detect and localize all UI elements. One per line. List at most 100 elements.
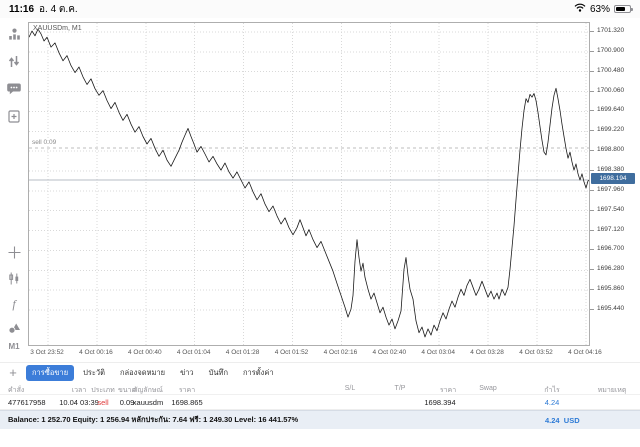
price-tick-label: 1699.220 [597,126,625,134]
time-tick-label: 4 Oct 03:52 [519,349,553,356]
cell-price: 1698.394 [424,398,456,407]
price-chart[interactable]: XAUUSDm, M1 sell 0.09 [28,22,590,346]
cell-type: sell [97,398,109,407]
price-tick-mark [590,150,594,152]
price-tick-label: 1696.700 [597,245,625,253]
table-row[interactable]: 477617958 10.04 03:39 sell 0.09 xauusdm 1698.… [0,395,640,410]
price-tick-mark [590,130,594,132]
col-header-type: ประเภท [91,387,115,394]
time-tick-label: 4 Oct 01:52 [274,349,309,356]
price-tick-mark [590,169,594,171]
price-tick-mark [590,110,594,112]
clock-date: อ. 4 ต.ค. [39,3,78,15]
time-tick-label: 3 Oct 23:52 [30,349,64,356]
timeframe-button[interactable]: M1 [8,342,20,351]
time-tick-label: 4 Oct 02:40 [372,349,407,356]
bottom-tab-bar: + การซื้อขาย ประวัติ กล่องจดหมาย ข่าว บันทึก… [0,362,640,382]
price-tick-label: 1697.120 [597,225,625,233]
time-tick-label: 4 Oct 00:16 [79,349,113,356]
price-tick-label: 1699.640 [597,106,625,114]
price-series-line [29,28,589,338]
col-header-open_price: ราคา [178,387,196,394]
price-tick-label: 1700.900 [597,46,625,54]
chart-type-icon[interactable] [0,268,28,288]
chart-symbol-label: XAUUSDm, M1 [33,25,82,32]
price-tick-label: 1700.060 [597,86,625,94]
tab-settings[interactable]: การตั้งค่า [243,367,274,377]
trade-icon[interactable] [0,51,28,71]
price-tick-mark [590,70,594,72]
tab-mailbox[interactable]: กล่องจดหมาย [120,367,166,377]
price-tick-label: 1695.860 [597,285,625,293]
col-header-tp: T/P [394,385,406,392]
col-header-order: คำสั่ง [8,387,25,394]
price-tick-mark [590,309,594,310]
time-tick-label: 4 Oct 04:16 [568,349,602,356]
current-price-tag: 1698.194 [591,173,635,185]
price-tick-mark [590,30,594,32]
cell-volume: 0.09 [119,398,135,407]
price-tick-label: 1696.280 [597,265,625,273]
account-summary-text: Balance: 1 252.70 Equity: 1 256.94 หลักป… [8,415,299,424]
clock-time: 11:16 [9,3,35,15]
time-tick-label: 4 Oct 03:04 [421,349,455,356]
cell-symbol: xauusdm [132,398,164,407]
cell-time: 10.04 03:39 [59,398,99,407]
battery-icon [614,5,633,13]
tab-news[interactable]: ข่าว [180,367,194,377]
cell-order: 477617958 [8,398,46,407]
total-profit-value: 4.24 [545,415,560,425]
time-tick-label: 4 Oct 00:40 [127,349,162,356]
indicators-icon[interactable]: f [12,296,16,311]
chart-sidebar: f M1 [0,18,28,362]
status-bar: 11:16 อ. 4 ต.ค. 63% [0,0,640,18]
col-header-time: เวลา [71,387,87,394]
price-tick-mark [590,189,594,191]
price-tick-label: 1695.440 [597,305,625,312]
account-summary-bar: Balance: 1 252.70 Equity: 1 256.94 หลักป… [0,410,640,429]
price-tick-label: 1697.540 [597,205,625,213]
objects-icon[interactable] [0,318,28,338]
chart-area: XAUUSDm, M1 sell 0.09 1698.194 1701.320 1… [28,18,640,362]
positions-table: คำสั่ง เวลา ประเภท ขนาด สัญลักษณ์ ราคา S/L T/P ร… [0,382,640,410]
new-order-icon[interactable] [0,106,28,126]
table-header-row: คำสั่ง เวลา ประเภท ขนาด สัญลักษณ์ ราคา S/L T/P ร… [0,382,640,395]
price-axis[interactable]: 1698.194 1701.320 1700.900 1700.480 1700.06… [590,22,640,346]
price-tick-mark [590,90,594,92]
tab-journal[interactable]: บันทึก [208,367,229,377]
add-tab-button[interactable]: + [9,364,17,380]
battery-percent: 63% [589,3,610,15]
time-axis[interactable]: 3 Oct 23:52 4 Oct 00:16 4 Oct 00:40 4 Oct 0… [28,348,602,360]
wifi-icon [574,3,586,15]
time-tick-label: 4 Oct 03:28 [470,349,504,356]
tab-history[interactable]: ประวัติ [83,367,106,377]
total-profit: 4.24 USD [545,416,580,425]
price-tick-mark [590,50,594,52]
tab-trade[interactable]: การซื้อขาย [26,364,75,381]
quotes-icon[interactable] [0,24,28,44]
time-tick-label: 4 Oct 01:04 [176,349,211,356]
price-tick-label: 1701.320 [597,26,625,34]
chat-icon[interactable] [0,79,28,99]
price-tick-label: 1697.960 [597,185,625,193]
time-tick-label: 4 Oct 01:28 [225,349,260,356]
chart-canvas [29,23,589,345]
total-profit-currency: USD [563,415,580,425]
col-header-comment: หมายเหตุ [597,387,627,394]
time-tick-label: 4 Oct 02:16 [323,349,358,356]
sell-position-label: sell 0.09 [32,139,57,147]
col-header-price: ราคา [439,387,457,394]
price-tick-mark [590,289,594,291]
col-header-swap: Swap [479,385,497,392]
price-tick-mark [590,249,594,251]
price-tick-label: 1698.380 [597,165,625,173]
price-tick-mark [590,209,594,211]
col-header-symbol: สัญลักษณ์ [133,387,163,394]
price-tick-label: 1700.480 [597,66,625,74]
crosshair-icon[interactable] [0,242,28,262]
col-header-volume: ขนาด [117,387,137,394]
price-tick-mark [590,229,594,231]
cell-profit: 4.24 [544,398,560,407]
cell-open_price: 1698.865 [171,398,203,407]
